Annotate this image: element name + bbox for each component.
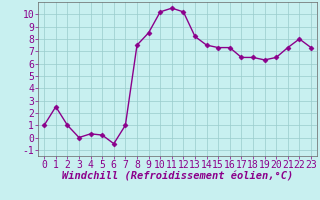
- X-axis label: Windchill (Refroidissement éolien,°C): Windchill (Refroidissement éolien,°C): [62, 172, 293, 182]
